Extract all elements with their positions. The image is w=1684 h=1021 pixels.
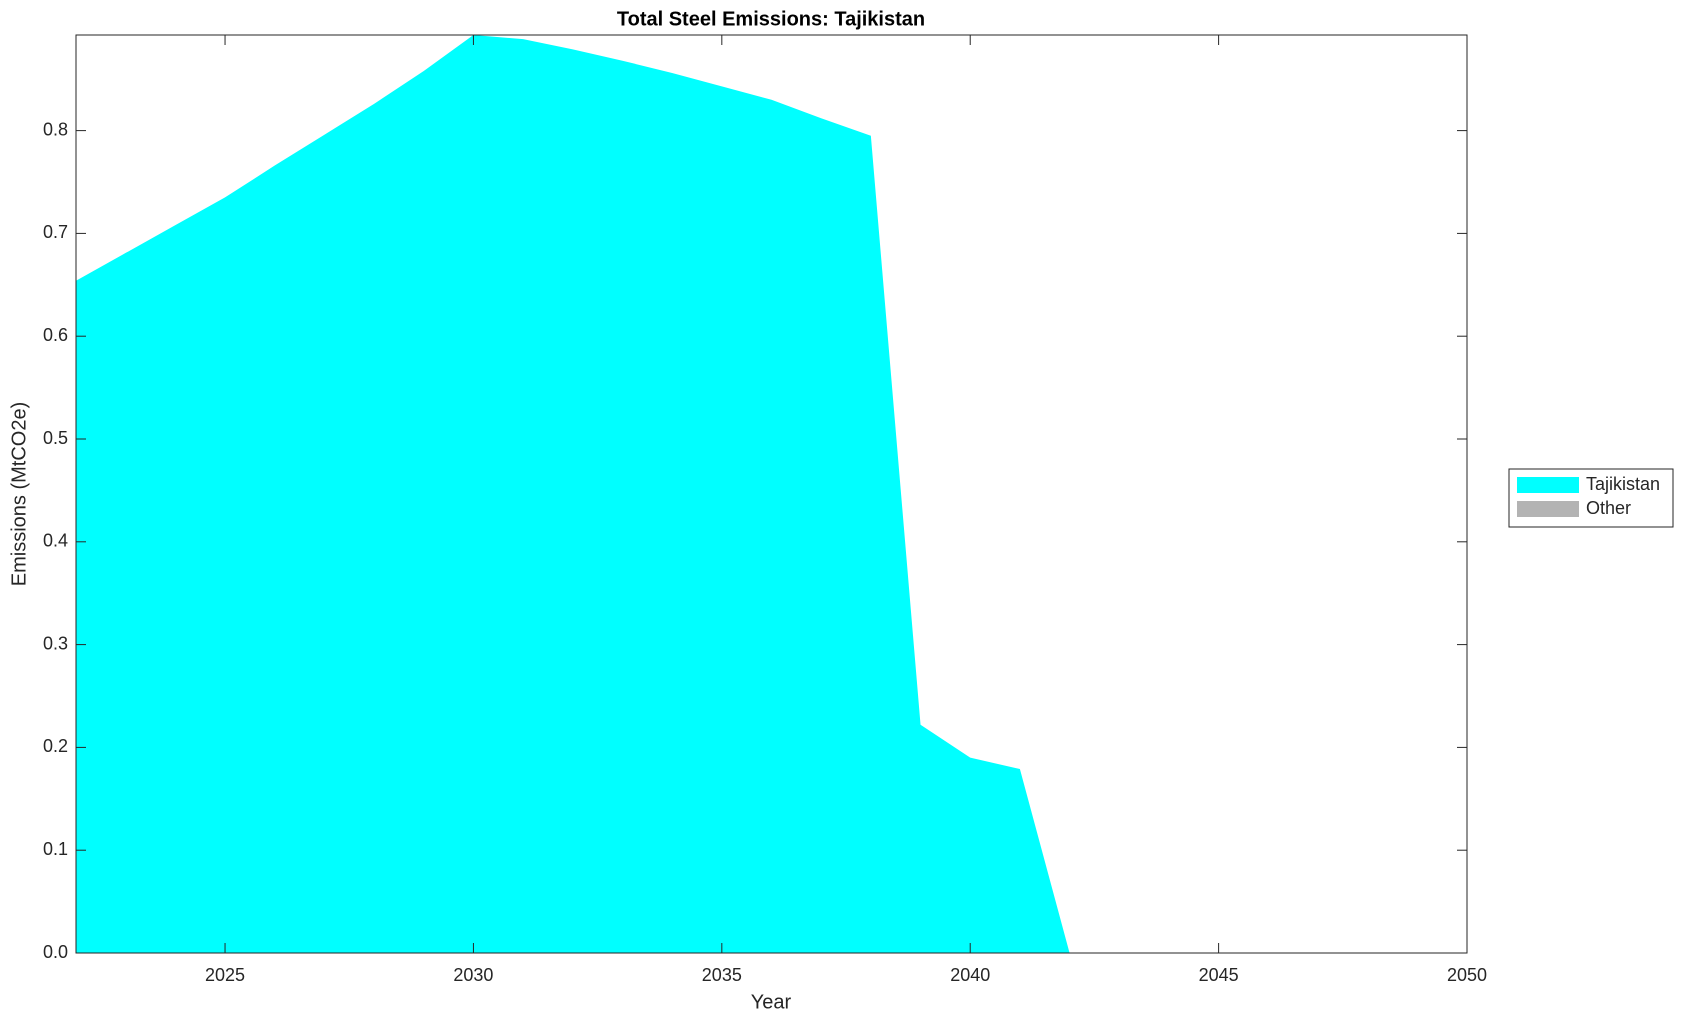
legend-label: Tajikistan	[1586, 474, 1660, 494]
y-tick-label: 0.0	[43, 942, 68, 962]
legend-label: Other	[1586, 498, 1631, 518]
legend-swatch	[1517, 501, 1579, 517]
chart-title: Total Steel Emissions: Tajikistan	[617, 8, 925, 30]
legend: Tajikistan Other	[1508, 468, 1674, 528]
x-tick-label: 2045	[1199, 965, 1239, 985]
y-tick-label: 0.1	[43, 839, 68, 859]
y-axis-label: Emissions (MtCO2e)	[8, 402, 30, 586]
y-tick-label: 0.3	[43, 633, 68, 653]
x-tick-label: 2025	[205, 965, 245, 985]
x-axis-label: Year	[751, 991, 792, 1013]
x-tick-label: 2050	[1447, 965, 1487, 985]
plot-frame	[75, 34, 1468, 954]
y-tick-label: 0.8	[43, 119, 68, 139]
y-tick-label: 0.7	[43, 222, 68, 242]
x-tick-label: 2035	[702, 965, 742, 985]
area	[76, 35, 1467, 953]
x-tick-label: 2030	[453, 965, 493, 985]
y-tick-label: 0.6	[43, 325, 68, 345]
legend-swatch	[1517, 477, 1579, 493]
x-tick-label: 2040	[950, 965, 990, 985]
y-tick-label: 0.2	[43, 736, 68, 756]
y-tick-label: 0.4	[43, 531, 68, 551]
y-tick-label: 0.5	[43, 428, 68, 448]
